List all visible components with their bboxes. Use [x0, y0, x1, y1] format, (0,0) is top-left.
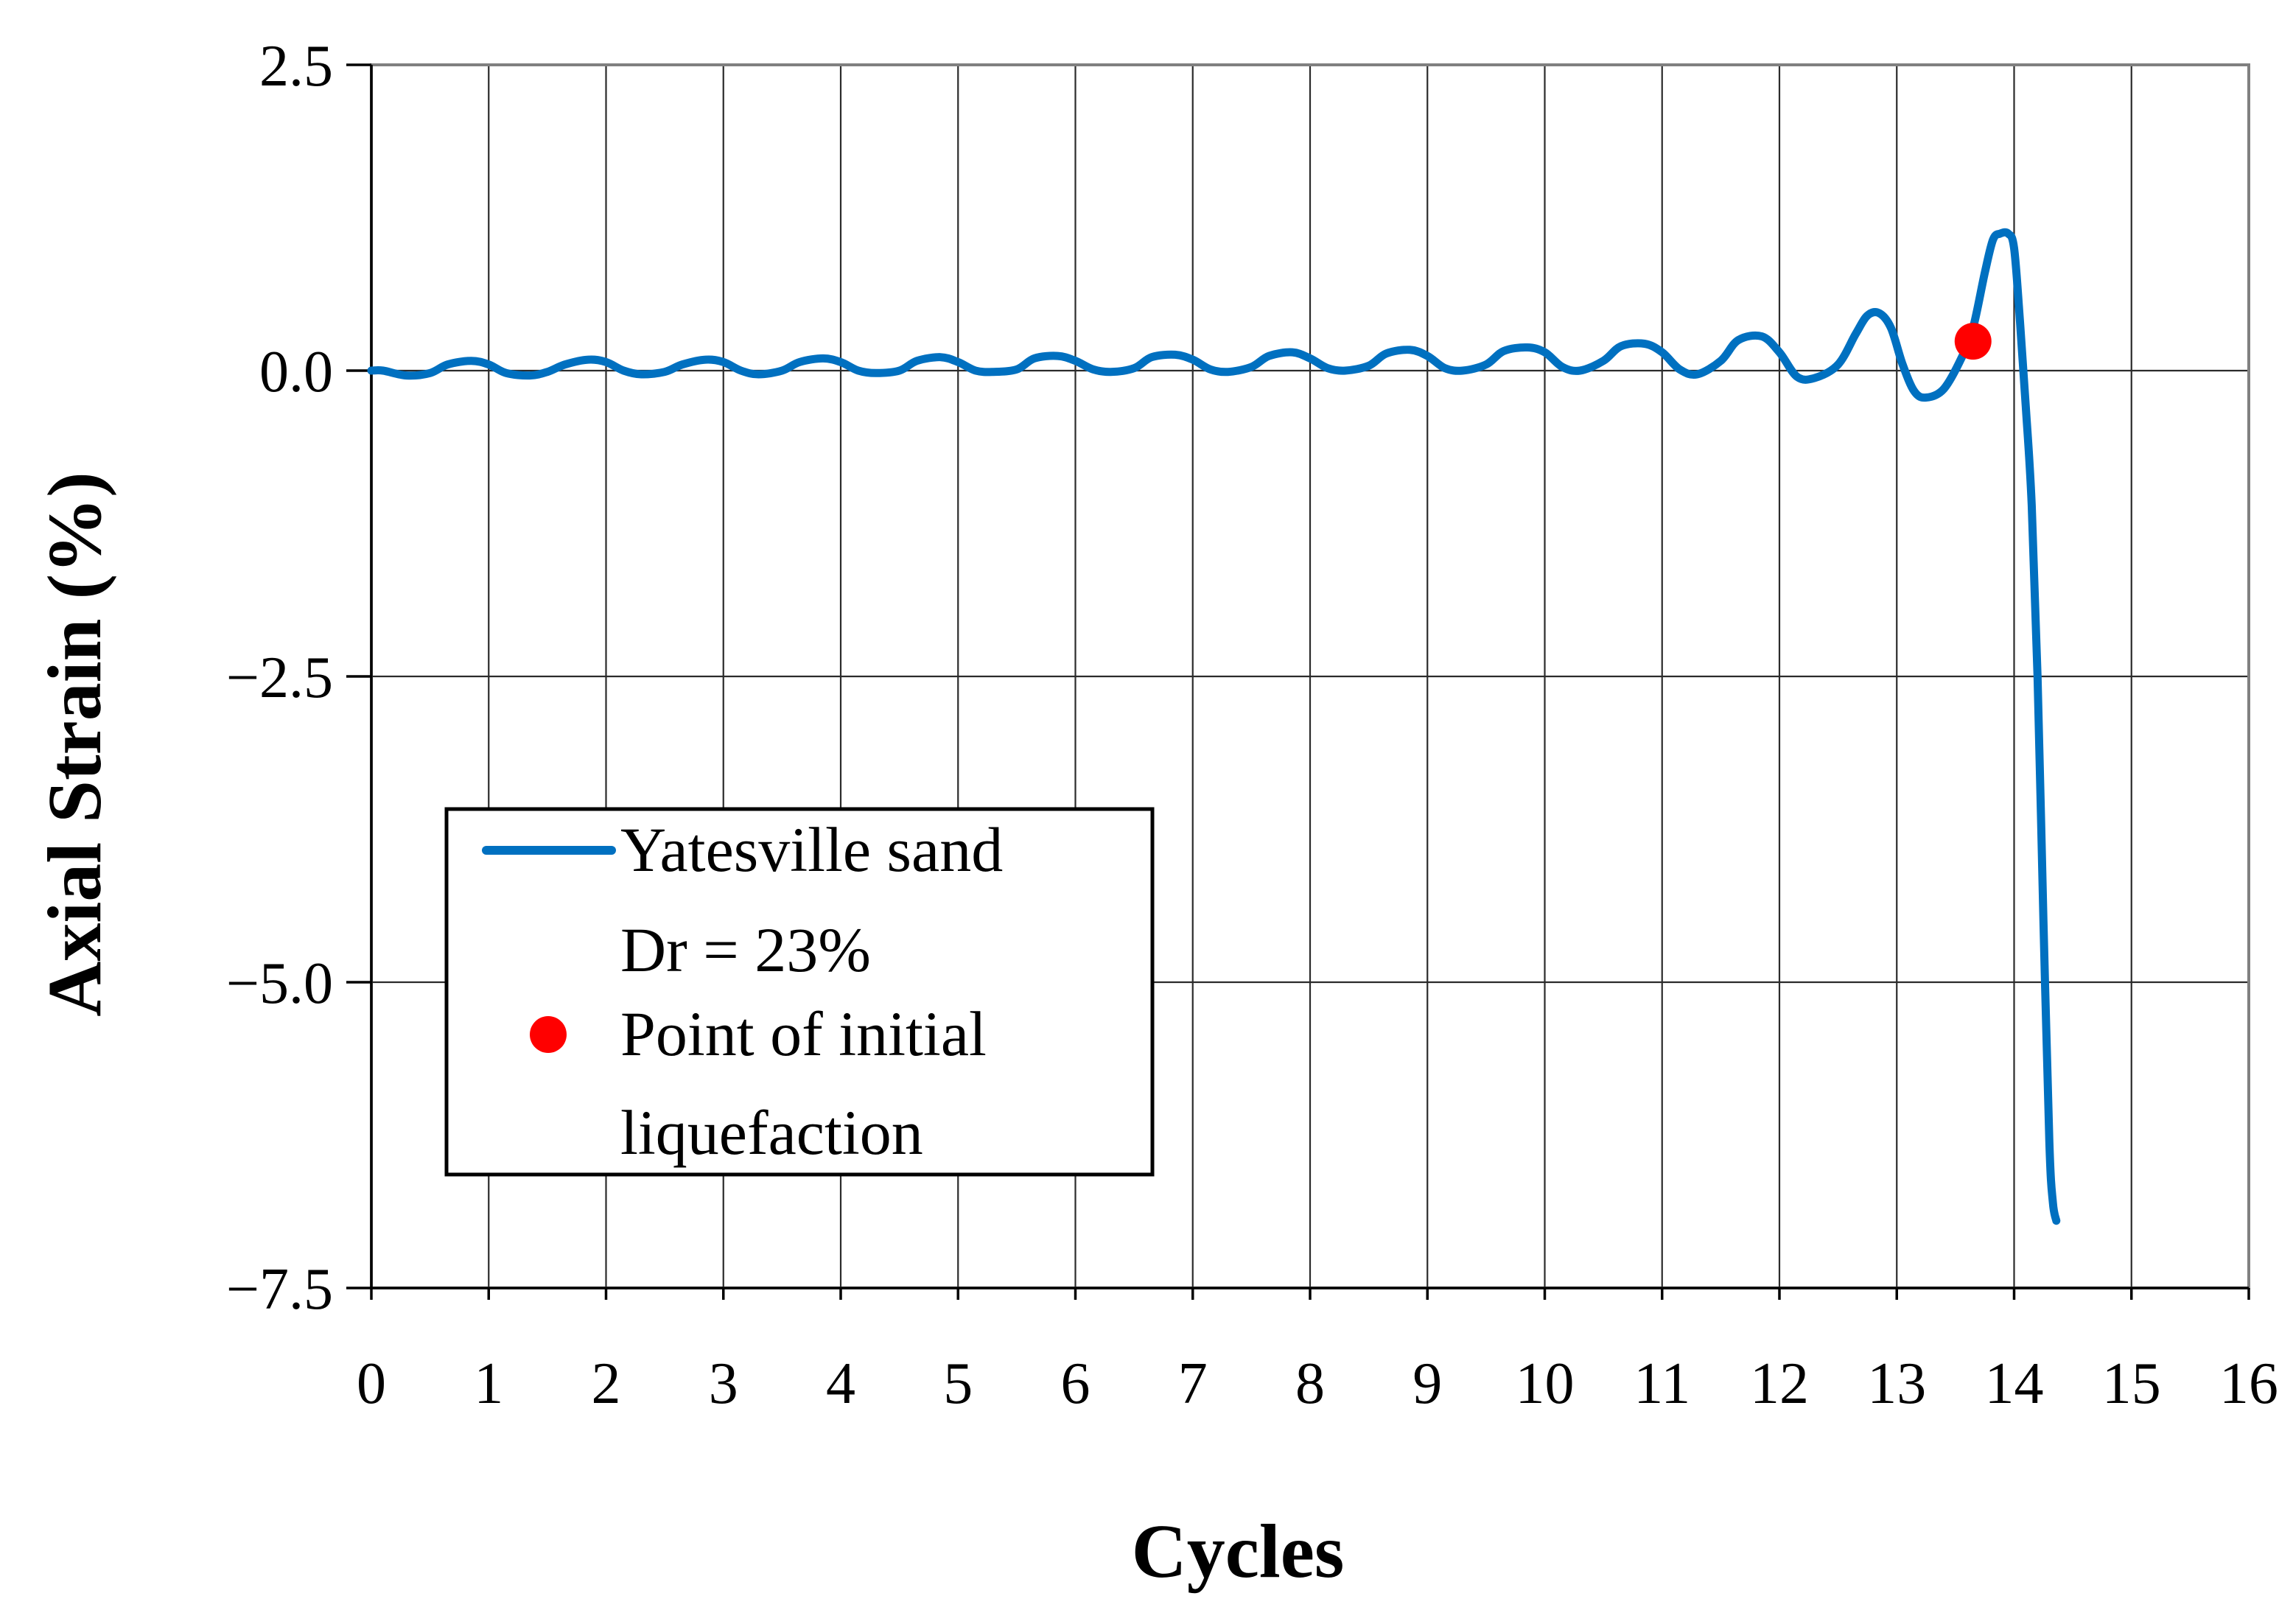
- x-tick-label: 6: [1061, 1351, 1091, 1416]
- legend-box: [444, 807, 1155, 1177]
- liquefaction-point-marker: [1954, 323, 1992, 360]
- x-tick-label: 7: [1178, 1351, 1208, 1416]
- x-tick-label: 16: [2219, 1351, 2278, 1416]
- x-tick-label: 4: [826, 1351, 855, 1416]
- grid: [371, 65, 2249, 1288]
- x-tick-label: 14: [1985, 1351, 2044, 1416]
- y-tick-label: −2.5: [226, 645, 333, 710]
- x-tick-label: 13: [1867, 1351, 1926, 1416]
- y-tick-label: −5.0: [226, 951, 333, 1016]
- data-series: [367, 228, 2061, 1225]
- legend-dot-swatch: [530, 1016, 567, 1053]
- legend-label-point-line1: Point of initial: [620, 998, 987, 1069]
- x-tick-label: 11: [1634, 1351, 1690, 1416]
- axis-ticks: [346, 63, 2250, 1300]
- legend-label-series-line1: Yatesville sand: [620, 814, 1003, 885]
- x-tick-label: 5: [943, 1351, 973, 1416]
- y-tick-label: 2.5: [259, 34, 333, 99]
- y-tick-label: −7.5: [226, 1257, 333, 1322]
- x-tick-label: 1: [474, 1351, 503, 1416]
- legend-label-point-line2: liquefaction: [620, 1097, 923, 1168]
- x-tick-labels: 0 1 2 3 4 5 6 7 8 9 10 11 12 13 14 15 16: [357, 1351, 2278, 1416]
- x-tick-label: 0: [357, 1351, 386, 1416]
- x-tick-label: 3: [709, 1351, 738, 1416]
- x-tick-label: 9: [1412, 1351, 1442, 1416]
- x-tick-label: 12: [1750, 1351, 1809, 1416]
- y-tick-label: 0.0: [259, 340, 333, 405]
- y-axis-title: Axial Strain (%): [32, 472, 117, 1017]
- x-tick-label: 15: [2102, 1351, 2161, 1416]
- x-tick-label: 10: [1516, 1351, 1575, 1416]
- legend: Yatesville sand Dr = 23% Point of initia…: [444, 807, 1155, 1177]
- legend-label-series-line2: Dr = 23%: [620, 914, 871, 985]
- x-axis-title: Cycles: [1132, 1509, 1345, 1594]
- y-tick-labels: 2.5 0.0 −2.5 −5.0 −7.5: [226, 34, 333, 1322]
- x-tick-label: 8: [1295, 1351, 1325, 1416]
- x-tick-label: 2: [592, 1351, 621, 1416]
